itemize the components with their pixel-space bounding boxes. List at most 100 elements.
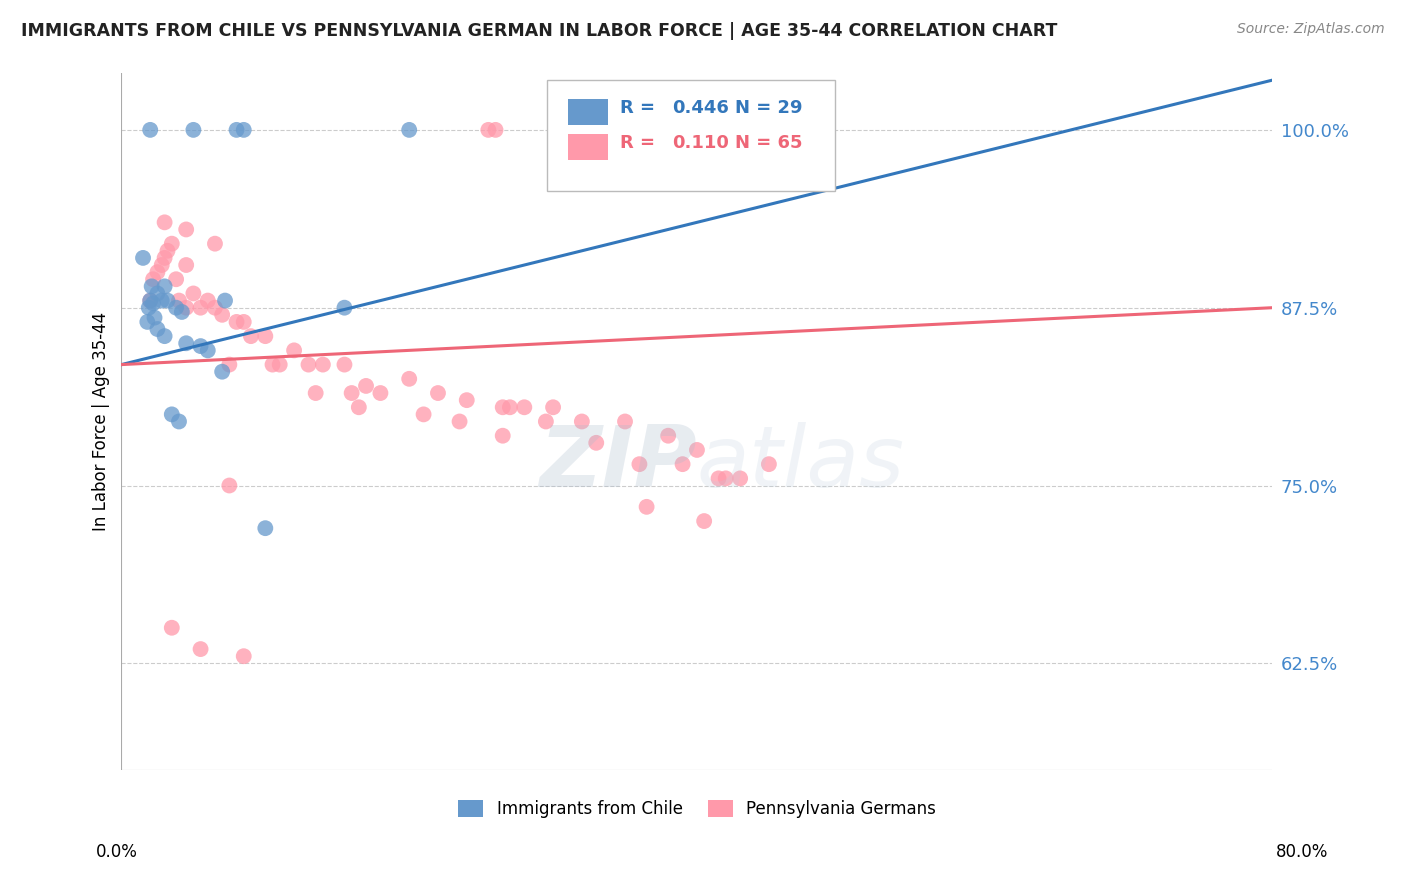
- Point: [197, 293, 219, 308]
- Point: [456, 393, 478, 408]
- Point: [232, 123, 254, 137]
- Point: [232, 649, 254, 664]
- Point: [160, 408, 183, 422]
- Text: 0.0%: 0.0%: [96, 843, 138, 861]
- Point: [534, 415, 557, 429]
- Point: [254, 521, 277, 535]
- Point: [197, 343, 219, 358]
- Point: [204, 236, 226, 251]
- Point: [686, 442, 709, 457]
- Point: [190, 339, 212, 353]
- Point: [153, 329, 176, 343]
- Point: [541, 401, 564, 415]
- Point: [132, 251, 155, 265]
- Point: [146, 286, 169, 301]
- Text: Source: ZipAtlas.com: Source: ZipAtlas.com: [1237, 22, 1385, 37]
- Point: [254, 329, 277, 343]
- Point: [269, 358, 291, 372]
- Point: [174, 301, 197, 315]
- Point: [170, 305, 193, 319]
- Text: 80.0%: 80.0%: [1277, 843, 1329, 861]
- Text: 0.110: 0.110: [672, 135, 728, 153]
- Point: [160, 621, 183, 635]
- Point: [571, 415, 593, 429]
- Text: N = 29: N = 29: [735, 100, 803, 118]
- Y-axis label: In Labor Force | Age 35-44: In Labor Force | Age 35-44: [93, 312, 110, 531]
- Point: [218, 358, 240, 372]
- Point: [146, 265, 169, 279]
- Point: [232, 315, 254, 329]
- Point: [160, 236, 183, 251]
- Point: [136, 315, 159, 329]
- Point: [484, 123, 506, 137]
- Point: [693, 514, 716, 528]
- Text: atlas: atlas: [697, 422, 905, 505]
- Point: [143, 310, 166, 325]
- Point: [142, 272, 165, 286]
- Point: [141, 279, 163, 293]
- FancyBboxPatch shape: [547, 80, 835, 192]
- Point: [671, 457, 693, 471]
- Point: [628, 457, 651, 471]
- Point: [398, 372, 420, 386]
- Point: [398, 123, 420, 137]
- Point: [167, 293, 190, 308]
- Point: [153, 215, 176, 229]
- Point: [138, 301, 160, 315]
- Legend: Immigrants from Chile, Pennsylvania Germans: Immigrants from Chile, Pennsylvania Germ…: [451, 793, 942, 824]
- Point: [183, 286, 205, 301]
- Point: [174, 336, 197, 351]
- Point: [211, 308, 233, 322]
- Point: [174, 222, 197, 236]
- Point: [139, 293, 162, 308]
- Point: [139, 293, 162, 308]
- Point: [449, 415, 471, 429]
- Point: [297, 358, 319, 372]
- Point: [412, 408, 434, 422]
- Point: [262, 358, 284, 372]
- Point: [165, 272, 187, 286]
- Point: [174, 258, 197, 272]
- Point: [333, 358, 356, 372]
- Point: [211, 365, 233, 379]
- Point: [499, 401, 522, 415]
- Point: [492, 428, 515, 442]
- Point: [513, 401, 536, 415]
- Point: [225, 123, 247, 137]
- Point: [427, 386, 450, 401]
- Text: IMMIGRANTS FROM CHILE VS PENNSYLVANIA GERMAN IN LABOR FORCE | AGE 35-44 CORRELAT: IMMIGRANTS FROM CHILE VS PENNSYLVANIA GE…: [21, 22, 1057, 40]
- Point: [204, 301, 226, 315]
- Point: [340, 386, 363, 401]
- Point: [714, 471, 737, 485]
- Text: R =: R =: [620, 100, 661, 118]
- Point: [218, 478, 240, 492]
- Point: [190, 301, 212, 315]
- Point: [153, 251, 176, 265]
- Point: [728, 471, 751, 485]
- Point: [156, 244, 179, 258]
- Point: [165, 301, 187, 315]
- Point: [139, 123, 162, 137]
- Point: [239, 329, 262, 343]
- Point: [707, 471, 730, 485]
- Point: [370, 386, 392, 401]
- Text: N = 65: N = 65: [735, 135, 803, 153]
- Point: [225, 315, 247, 329]
- Point: [214, 293, 236, 308]
- Text: R =: R =: [620, 135, 668, 153]
- Point: [183, 123, 205, 137]
- Point: [305, 386, 328, 401]
- Point: [614, 415, 637, 429]
- Point: [477, 123, 499, 137]
- Point: [167, 415, 190, 429]
- Point: [150, 258, 173, 272]
- Point: [156, 293, 179, 308]
- Point: [153, 279, 176, 293]
- Point: [146, 322, 169, 336]
- Point: [492, 401, 515, 415]
- Point: [347, 401, 370, 415]
- Point: [190, 642, 212, 657]
- Point: [585, 435, 607, 450]
- Text: ZIP: ZIP: [540, 422, 697, 505]
- Point: [333, 301, 356, 315]
